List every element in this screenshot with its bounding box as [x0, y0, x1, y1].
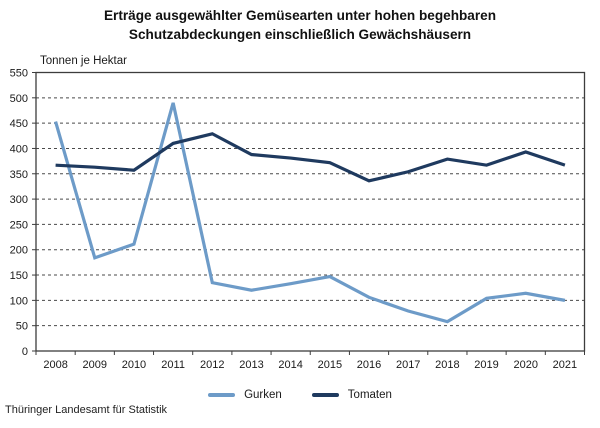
y-tick-label: 100 [10, 295, 28, 307]
legend-item-gurken: Gurken [208, 389, 282, 401]
y-tick-label: 500 [10, 93, 28, 105]
legend-label-tomaten: Tomaten [347, 389, 392, 401]
x-tick-label: 2008 [43, 359, 67, 371]
x-tick-label: 2013 [239, 359, 263, 371]
source-attribution: Thüringer Landesamt für Statistik [5, 404, 168, 416]
x-tick-label: 2009 [83, 359, 107, 371]
series-line-gurken [54, 102, 566, 324]
chart-title-line1: Erträge ausgewählter Gemüsearten unter h… [103, 8, 497, 23]
x-tick-label: 2014 [278, 359, 302, 371]
y-axis-unit-label: Tonnen je Hektar [40, 55, 127, 67]
gurken-line-swatch [208, 393, 236, 397]
chart-title-line2: Schutzabdeckungen einschließlich Gewächs… [128, 26, 472, 42]
y-tick-label: 250 [10, 219, 28, 231]
x-tick-label: 2015 [318, 359, 342, 371]
legend-label-gurken: Gurken [244, 389, 282, 401]
y-tick-label: 200 [10, 245, 28, 257]
x-tick-label: 2010 [122, 359, 146, 371]
series-line-tomaten [55, 132, 566, 183]
plot-border [35, 71, 586, 352]
y-tick-label: 50 [16, 321, 28, 333]
tomaten-line-swatch [311, 393, 339, 397]
x-tick-label: 2017 [396, 359, 420, 371]
x-tick-label: 2012 [200, 359, 224, 371]
y-tick-label: 400 [10, 143, 28, 155]
y-tick-label: 150 [10, 270, 28, 282]
x-tick-label: 2019 [474, 359, 498, 371]
x-tick-label: 2021 [553, 359, 577, 371]
y-tick-label: 550 [10, 68, 28, 80]
x-tick-label: 2011 [161, 359, 185, 371]
chart-legend: Gurken Tomaten [0, 389, 600, 401]
y-tick-label: 450 [10, 118, 28, 130]
x-tick-label: 2018 [435, 359, 459, 371]
chart-title: Erträge ausgewählter Gemüsearten unter h… [0, 7, 600, 44]
x-tick-label: 2016 [357, 359, 381, 371]
x-tick-label: 2020 [513, 359, 537, 371]
legend-item-tomaten: Tomaten [311, 389, 392, 401]
y-tick-label: 300 [10, 194, 28, 206]
y-tick-label: 350 [10, 169, 28, 181]
y-tick-label: 0 [22, 346, 28, 358]
